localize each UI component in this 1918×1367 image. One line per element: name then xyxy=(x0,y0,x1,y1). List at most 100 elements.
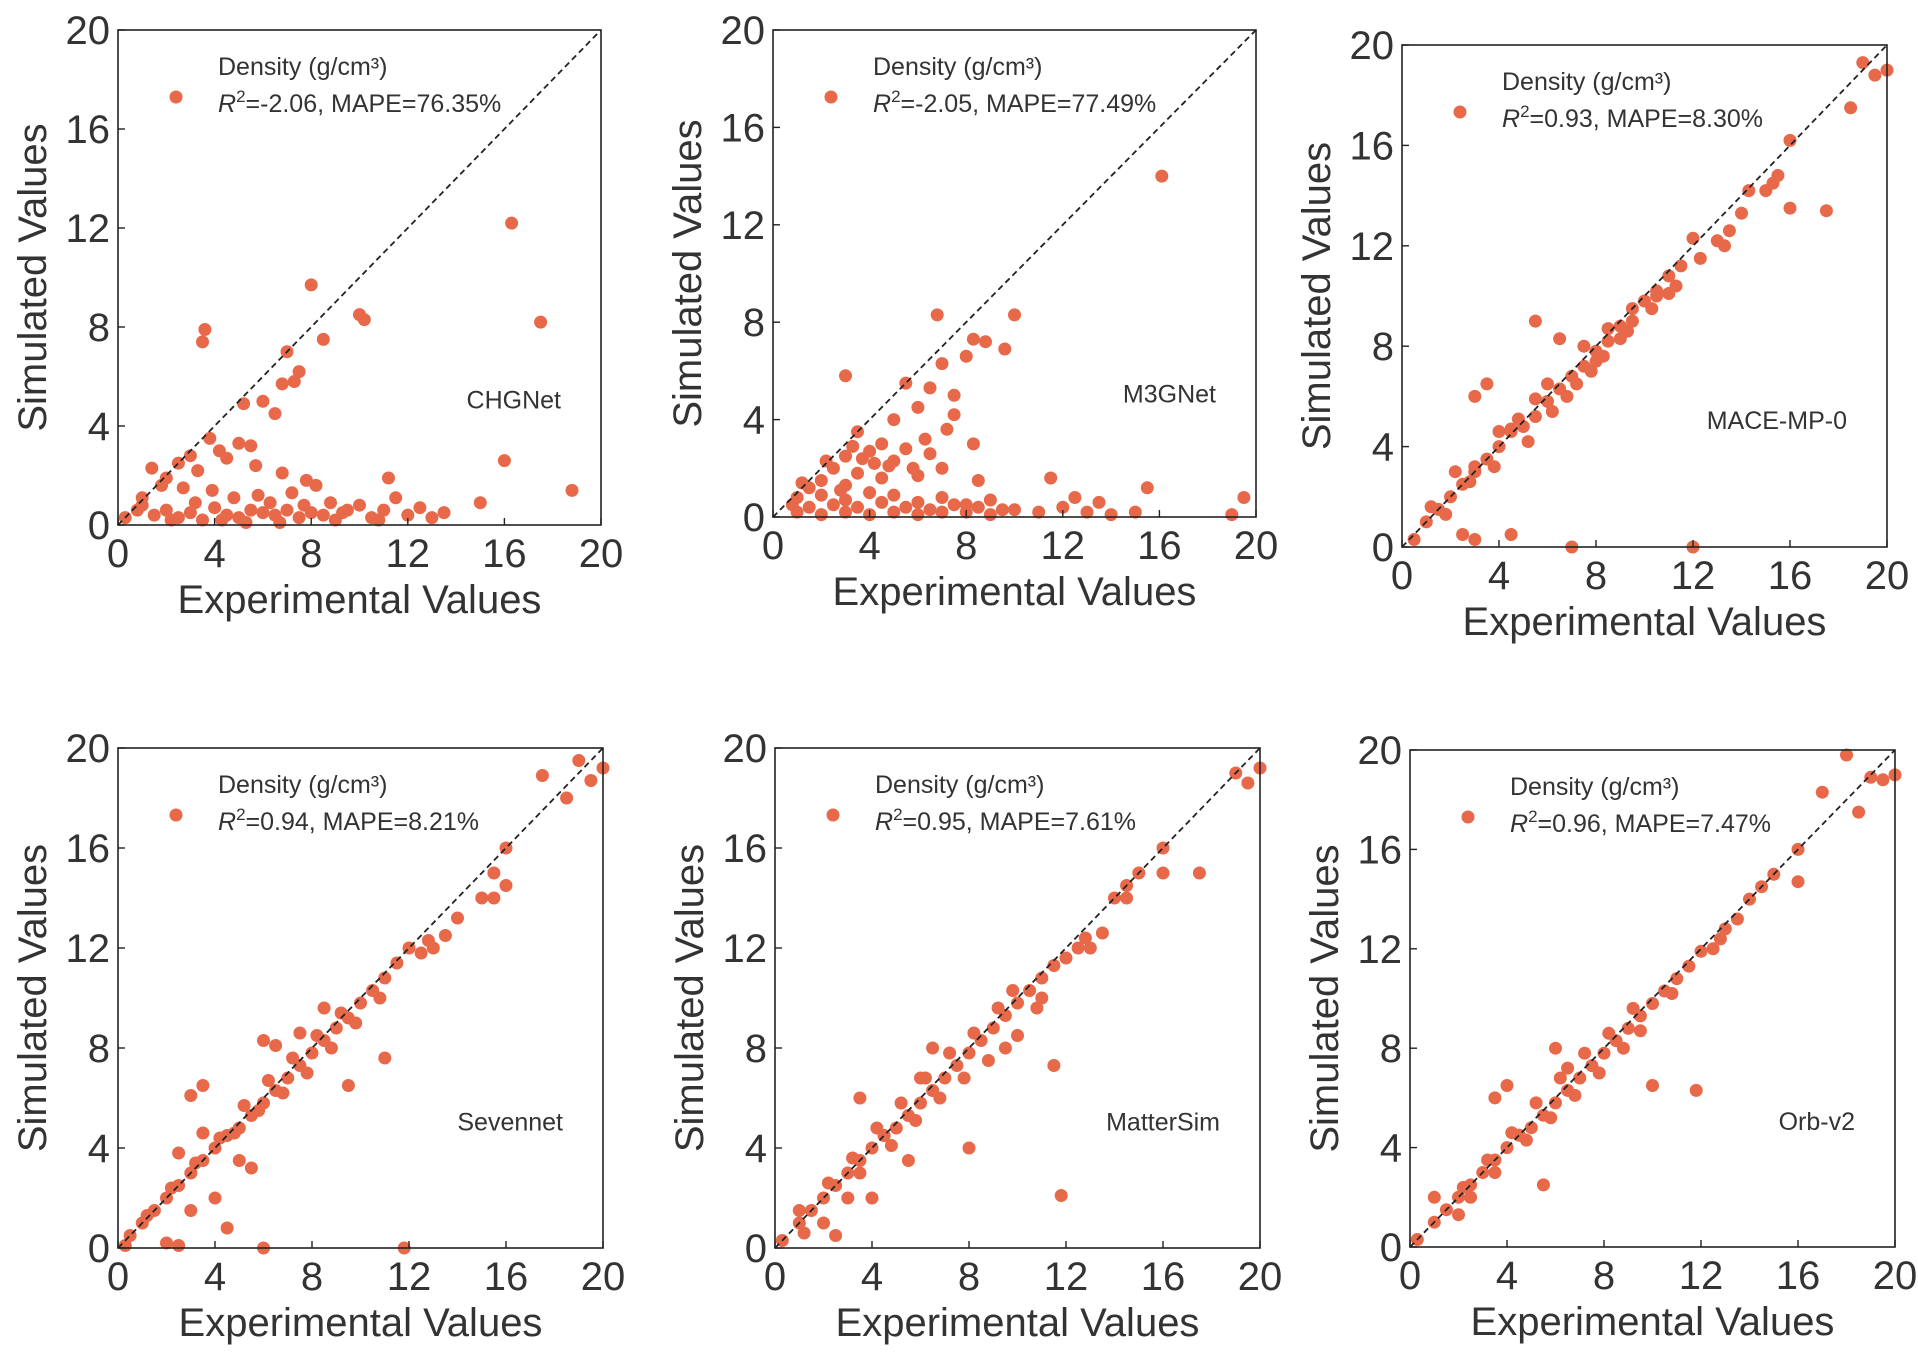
y-axis-label: Simulated Values xyxy=(1303,844,1347,1152)
data-point xyxy=(244,1161,258,1175)
data-point xyxy=(1621,1021,1635,1035)
data-point xyxy=(237,397,251,411)
data-point xyxy=(971,474,985,487)
data-point xyxy=(373,991,387,1005)
data-point xyxy=(829,1229,843,1242)
x-tick-label: 12 xyxy=(1041,524,1086,568)
y-tick-label: 16 xyxy=(1358,828,1403,872)
model-name-label: CHGNet xyxy=(467,387,562,415)
chart-panel-sevennet: 0 4 8 12 16 20 0 4 8 12 16 20 Experimental Values Sim… xyxy=(11,727,625,1345)
data-point xyxy=(1694,944,1708,958)
data-point xyxy=(1155,169,1169,183)
legend-metrics: R2=0.93, MAPE=8.30% xyxy=(1502,102,1763,133)
data-point xyxy=(914,1096,927,1110)
data-point xyxy=(1011,1029,1024,1042)
legend-marker xyxy=(824,90,838,104)
data-point xyxy=(1407,533,1421,546)
y-tick-label: 4 xyxy=(743,399,765,443)
x-tick-label: 4 xyxy=(203,532,225,576)
data-point xyxy=(1646,1079,1659,1092)
data-point xyxy=(1092,495,1106,509)
data-point xyxy=(839,505,852,519)
data-point xyxy=(1669,279,1683,293)
x-tick-label: 16 xyxy=(1776,1254,1821,1298)
legend-marker xyxy=(169,90,183,104)
data-point xyxy=(899,442,913,456)
legend-marker xyxy=(1453,105,1467,119)
metrics-text: =0.96, MAPE=7.47% xyxy=(1538,810,1771,838)
r2-symbol: R xyxy=(873,90,891,118)
legend-label: Density (g/cm³) xyxy=(218,771,387,799)
data-point xyxy=(1819,204,1833,218)
data-point xyxy=(1601,334,1615,348)
data-point xyxy=(213,1131,227,1145)
data-point xyxy=(256,394,270,408)
data-point xyxy=(189,1156,203,1170)
data-point xyxy=(372,513,386,527)
data-point xyxy=(1528,314,1542,328)
data-point xyxy=(252,1104,266,1117)
x-tick-label: 8 xyxy=(958,1255,980,1299)
data-point xyxy=(357,313,371,327)
y-tick-label: 16 xyxy=(66,108,111,152)
data-point xyxy=(286,1051,300,1065)
data-point xyxy=(1722,224,1736,238)
r2-symbol: R xyxy=(1502,105,1520,133)
legend-metrics: R2=0.94, MAPE=8.21% xyxy=(218,805,479,836)
data-point xyxy=(814,508,828,522)
data-point xyxy=(159,503,173,517)
model-name-label: Sevennet xyxy=(457,1109,563,1137)
data-point xyxy=(1080,505,1094,519)
data-point xyxy=(1742,184,1756,198)
data-point xyxy=(998,342,1012,356)
data-point xyxy=(1840,748,1853,762)
data-point xyxy=(792,1204,806,1217)
data-point xyxy=(183,506,197,520)
data-point xyxy=(1544,1111,1558,1125)
data-point xyxy=(353,498,366,512)
y-tick-label: 4 xyxy=(88,405,110,449)
data-point xyxy=(1665,987,1679,1000)
reference-line-y-equals-x xyxy=(1409,749,1896,1248)
y-tick-label: 8 xyxy=(743,301,765,345)
data-point xyxy=(1241,776,1255,790)
data-point xyxy=(244,503,258,517)
y-tick-label: 16 xyxy=(723,827,768,871)
data-point xyxy=(382,471,395,485)
data-point xyxy=(341,1079,355,1092)
data-point xyxy=(261,1074,275,1087)
data-point xyxy=(205,483,219,497)
y-tick-label: 4 xyxy=(745,1127,767,1171)
x-tick-label: 20 xyxy=(1234,524,1279,568)
data-point xyxy=(147,508,161,522)
data-point xyxy=(1682,959,1696,973)
data-point xyxy=(191,464,205,478)
x-tick-label: 20 xyxy=(1238,1255,1283,1299)
data-point xyxy=(935,491,949,504)
y-tick-label: 16 xyxy=(721,106,766,150)
data-point xyxy=(256,506,270,520)
data-point xyxy=(1156,866,1170,880)
data-point xyxy=(998,1041,1012,1055)
data-point xyxy=(324,496,337,510)
y-tick-label: 20 xyxy=(1358,729,1403,773)
data-point xyxy=(1650,284,1664,298)
data-point xyxy=(414,946,428,960)
data-point xyxy=(797,1226,811,1240)
data-point xyxy=(1487,460,1501,474)
data-point xyxy=(991,1001,1005,1015)
data-point xyxy=(1519,1133,1533,1147)
axes-frame xyxy=(774,747,1261,1249)
data-point xyxy=(1439,507,1453,521)
data-point xyxy=(300,1066,314,1080)
data-point xyxy=(534,315,548,329)
legend-marker xyxy=(1461,810,1475,824)
data-point xyxy=(918,432,932,446)
data-point xyxy=(1047,959,1061,972)
y-tick-label: 20 xyxy=(723,727,768,771)
data-point xyxy=(299,473,313,487)
data-point xyxy=(1633,1024,1647,1038)
x-tick-label: 12 xyxy=(387,1255,432,1299)
data-point xyxy=(981,1054,995,1067)
